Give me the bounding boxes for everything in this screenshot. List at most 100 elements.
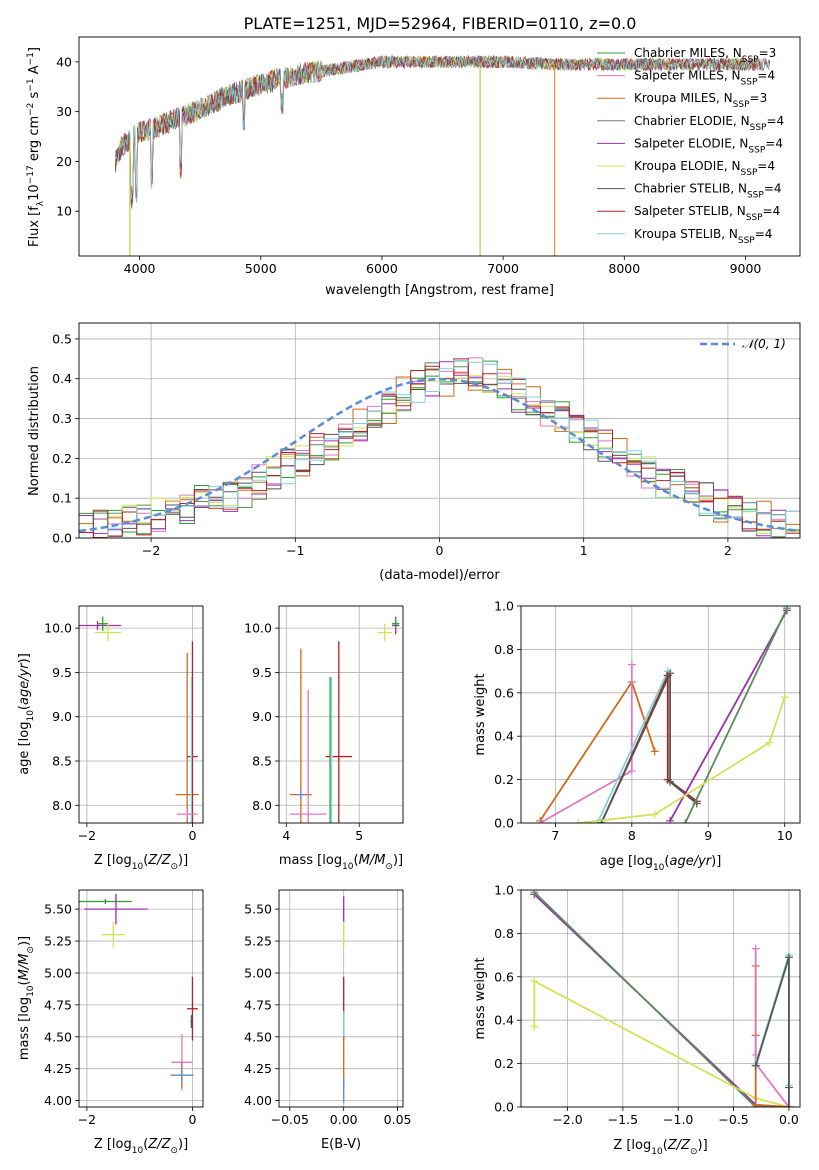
label-part: mass [log (17, 997, 32, 1060)
data-point (176, 809, 198, 819)
label-part: Z/Z (147, 853, 171, 868)
label-part: =4 (763, 204, 781, 218)
x-axis-label: Z [log10(Z/Z⊙)] (94, 1137, 188, 1156)
weight-marker (784, 1103, 793, 1107)
tick-label-x: −1.5 (608, 1112, 638, 1127)
tick-label-x: 5000 (245, 261, 277, 276)
data-point (171, 1068, 193, 1082)
weight-line (754, 957, 790, 1107)
x-axis-label: E(B-V) (321, 1137, 361, 1152)
tick-label-y: 4.75 (244, 997, 272, 1012)
y-axis-label: mass [log10(M/M⊙)] (17, 936, 36, 1060)
label-part: ⊙ (170, 1146, 178, 1156)
panel-age-vs-Z: −2 08.08.59.09.510.0Z [log10(Z/Z⊙)]age [l… (17, 605, 204, 872)
plot-area (115, 54, 771, 256)
tick-label-x: −2 (78, 1112, 96, 1127)
y-axis-label: Flux [fλ10−17 erg cm−2 s−1 A−1] (26, 47, 46, 247)
tick-label-y: 4.50 (244, 1029, 272, 1044)
tick-label-y: 0.8 (494, 926, 514, 941)
label-part: SSP (741, 78, 758, 88)
tick-label-x: 2 (724, 543, 732, 558)
figure-title: PLATE=1251, MJD=52964, FIBERID=0110, z=0… (244, 14, 637, 33)
weight-marker (666, 777, 675, 786)
label-part: ( (663, 1138, 668, 1153)
tick-label-y: 0.3 (52, 411, 72, 426)
tick-label-y: 9.5 (252, 665, 272, 680)
tick-label-y: 5.00 (244, 965, 272, 980)
tick-label-y: 5.25 (244, 934, 272, 949)
legend-label: Kroupa MILES, NSSP=3 (634, 91, 767, 110)
axes-frame (78, 322, 801, 539)
weight-marker (530, 977, 539, 986)
label-part: SSP (738, 236, 755, 246)
tick-label-x: 0 (188, 828, 196, 843)
weight-marker (751, 1061, 760, 1070)
label-part: SSP (750, 123, 767, 133)
tick-label-y: 4.00 (244, 1093, 272, 1108)
weight-marker (627, 766, 636, 775)
plot-area (79, 616, 199, 823)
panel-age-vs-mass: 4 5 8.0 8.5 9.0 9.5 10.0 mass [log10(M/M⊙)] (244, 605, 404, 872)
label-part: Salpeter STELIB, N (634, 204, 746, 218)
tick-label-y: 0.1 (52, 491, 72, 506)
tick-label-x: −2.0 (552, 1112, 582, 1127)
tick-label-y: 0.8 (494, 642, 514, 657)
weight-marker (650, 810, 659, 819)
label-part: Salpeter MILES, N (634, 69, 741, 83)
tick-label-y: 1.0 (494, 599, 514, 614)
label-part: s (27, 91, 42, 102)
label-part: Kroupa MILES, N (634, 91, 733, 105)
axes-frame (278, 605, 404, 824)
y-axis-label: mass weight (473, 673, 488, 755)
label-part: 10 (27, 184, 42, 201)
label-part: ( (17, 980, 32, 985)
tick-label-y: 10 (56, 204, 72, 219)
weight-marker (784, 1083, 793, 1092)
data-point (94, 623, 122, 642)
tick-label-x: −2 (142, 543, 160, 558)
legend-label: Kroupa ELODIE, NSSP=4 (634, 159, 775, 178)
data-point (330, 676, 333, 823)
label-part: Z [log (94, 1137, 132, 1152)
weight-marker (751, 944, 760, 953)
tick-label-y: 0.0 (52, 531, 72, 546)
weight-line (578, 696, 786, 823)
x-axis-label: Z [log10(Z/Z⊙)] (94, 853, 188, 872)
tick-label-y: 8.0 (252, 798, 272, 813)
weight-line (754, 948, 790, 1107)
panel-mass-vs-Z: −2 04.004.254.504.755.005.255.50Z [log10(… (17, 889, 204, 1156)
tick-label-y: 0.2 (52, 451, 72, 466)
label-part: ⊙ (26, 946, 36, 954)
tick-label-y: 0.4 (494, 1013, 514, 1028)
tick-label-y: 8.0 (52, 798, 72, 813)
tick-label-x: −0.5 (718, 1112, 748, 1127)
y-axis-label: Normed distribution (27, 366, 42, 496)
tick-label-y: 8.5 (252, 754, 272, 769)
tick-label-y: 30 (56, 104, 72, 119)
tick-label-y: 20 (56, 154, 72, 169)
plot-area (536, 606, 792, 823)
tick-label-x: 7 (551, 828, 559, 843)
weight-line (669, 609, 788, 822)
tick-label-y: 5.50 (244, 902, 272, 917)
legend-label: Kroupa STELIB, NSSP=4 (634, 227, 772, 246)
label-part: Chabrier MILES, N (634, 46, 742, 60)
label-part: 10 (26, 985, 36, 997)
weight-marker (574, 819, 583, 823)
tick-label-y: 0.4 (52, 371, 72, 386)
tick-label-y: 9.0 (52, 709, 72, 724)
label-part: ( (354, 853, 359, 868)
x-axis-label: wavelength [Angstrom, rest frame] (325, 283, 554, 298)
label-part: Kroupa ELODIE, N (634, 159, 741, 173)
plot-area (79, 893, 198, 1091)
label-part: )] (17, 653, 32, 663)
tick-label-y: 0.2 (494, 772, 514, 787)
tick-label-y: 0.5 (52, 331, 72, 346)
label-part: Z [log (613, 1138, 651, 1153)
tick-label-y: 40 (56, 54, 72, 69)
data-point (79, 898, 132, 905)
data-point (190, 1015, 193, 1028)
label-part: age/yr (17, 662, 32, 705)
label-part: =4 (757, 69, 775, 83)
